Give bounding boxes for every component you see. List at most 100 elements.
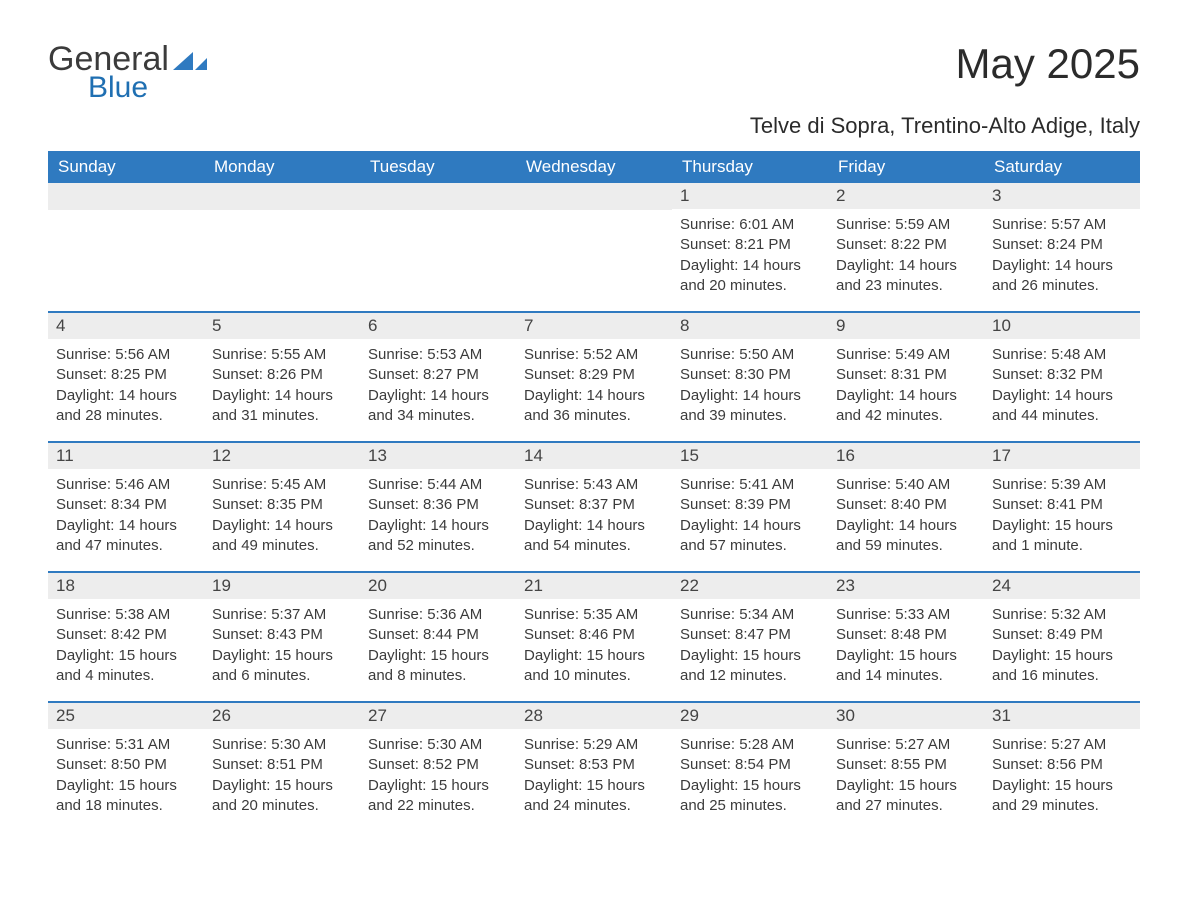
day-header-row: Sunday Monday Tuesday Wednesday Thursday… bbox=[48, 151, 1140, 183]
empty-day bbox=[48, 183, 204, 210]
sunset-text: Sunset: 8:55 PM bbox=[836, 755, 976, 775]
calendar-cell: 25Sunrise: 5:31 AMSunset: 8:50 PMDayligh… bbox=[48, 703, 204, 831]
calendar-cell: 2Sunrise: 5:59 AMSunset: 8:22 PMDaylight… bbox=[828, 183, 984, 311]
day-number: 19 bbox=[204, 573, 360, 599]
sunset-text: Sunset: 8:43 PM bbox=[212, 625, 352, 645]
calendar-cell: 4Sunrise: 5:56 AMSunset: 8:25 PMDaylight… bbox=[48, 313, 204, 441]
daylight-text: Daylight: 14 hours and 28 minutes. bbox=[56, 386, 196, 427]
day-data: Sunrise: 5:37 AMSunset: 8:43 PMDaylight:… bbox=[204, 599, 360, 694]
day-header-sunday: Sunday bbox=[48, 151, 204, 183]
daylight-text: Daylight: 15 hours and 22 minutes. bbox=[368, 776, 508, 817]
day-data: Sunrise: 5:28 AMSunset: 8:54 PMDaylight:… bbox=[672, 729, 828, 824]
day-number: 27 bbox=[360, 703, 516, 729]
day-number: 5 bbox=[204, 313, 360, 339]
sunrise-text: Sunrise: 5:44 AM bbox=[368, 475, 508, 495]
day-number: 8 bbox=[672, 313, 828, 339]
day-header-thursday: Thursday bbox=[672, 151, 828, 183]
daylight-text: Daylight: 14 hours and 59 minutes. bbox=[836, 516, 976, 557]
daylight-text: Daylight: 14 hours and 52 minutes. bbox=[368, 516, 508, 557]
empty-day bbox=[516, 183, 672, 210]
sunrise-text: Sunrise: 5:31 AM bbox=[56, 735, 196, 755]
calendar-week: 1Sunrise: 6:01 AMSunset: 8:21 PMDaylight… bbox=[48, 183, 1140, 311]
calendar-cell bbox=[48, 183, 204, 311]
calendar-cell: 18Sunrise: 5:38 AMSunset: 8:42 PMDayligh… bbox=[48, 573, 204, 701]
sunset-text: Sunset: 8:29 PM bbox=[524, 365, 664, 385]
day-data: Sunrise: 5:36 AMSunset: 8:44 PMDaylight:… bbox=[360, 599, 516, 694]
daylight-text: Daylight: 15 hours and 24 minutes. bbox=[524, 776, 664, 817]
daylight-text: Daylight: 15 hours and 10 minutes. bbox=[524, 646, 664, 687]
daylight-text: Daylight: 14 hours and 20 minutes. bbox=[680, 256, 820, 297]
day-data: Sunrise: 5:30 AMSunset: 8:51 PMDaylight:… bbox=[204, 729, 360, 824]
calendar-cell: 23Sunrise: 5:33 AMSunset: 8:48 PMDayligh… bbox=[828, 573, 984, 701]
logo-text-blue: Blue bbox=[88, 71, 207, 105]
calendar-cell: 19Sunrise: 5:37 AMSunset: 8:43 PMDayligh… bbox=[204, 573, 360, 701]
day-data: Sunrise: 6:01 AMSunset: 8:21 PMDaylight:… bbox=[672, 209, 828, 304]
sunset-text: Sunset: 8:41 PM bbox=[992, 495, 1132, 515]
sunrise-text: Sunrise: 5:39 AM bbox=[992, 475, 1132, 495]
empty-day bbox=[360, 183, 516, 210]
sunset-text: Sunset: 8:47 PM bbox=[680, 625, 820, 645]
calendar-cell: 28Sunrise: 5:29 AMSunset: 8:53 PMDayligh… bbox=[516, 703, 672, 831]
sunset-text: Sunset: 8:51 PM bbox=[212, 755, 352, 775]
sunrise-text: Sunrise: 5:41 AM bbox=[680, 475, 820, 495]
day-data: Sunrise: 5:50 AMSunset: 8:30 PMDaylight:… bbox=[672, 339, 828, 434]
daylight-text: Daylight: 14 hours and 44 minutes. bbox=[992, 386, 1132, 427]
day-data: Sunrise: 5:43 AMSunset: 8:37 PMDaylight:… bbox=[516, 469, 672, 564]
calendar-cell: 17Sunrise: 5:39 AMSunset: 8:41 PMDayligh… bbox=[984, 443, 1140, 571]
day-header-monday: Monday bbox=[204, 151, 360, 183]
day-data: Sunrise: 5:29 AMSunset: 8:53 PMDaylight:… bbox=[516, 729, 672, 824]
day-number: 9 bbox=[828, 313, 984, 339]
day-number: 28 bbox=[516, 703, 672, 729]
day-number: 23 bbox=[828, 573, 984, 599]
calendar-cell: 10Sunrise: 5:48 AMSunset: 8:32 PMDayligh… bbox=[984, 313, 1140, 441]
sunrise-text: Sunrise: 5:40 AM bbox=[836, 475, 976, 495]
sunrise-text: Sunrise: 5:35 AM bbox=[524, 605, 664, 625]
day-data: Sunrise: 5:55 AMSunset: 8:26 PMDaylight:… bbox=[204, 339, 360, 434]
sunrise-text: Sunrise: 5:53 AM bbox=[368, 345, 508, 365]
sunset-text: Sunset: 8:49 PM bbox=[992, 625, 1132, 645]
calendar-week: 11Sunrise: 5:46 AMSunset: 8:34 PMDayligh… bbox=[48, 441, 1140, 571]
sunrise-text: Sunrise: 5:49 AM bbox=[836, 345, 976, 365]
empty-day bbox=[204, 183, 360, 210]
sunrise-text: Sunrise: 5:37 AM bbox=[212, 605, 352, 625]
day-data: Sunrise: 5:45 AMSunset: 8:35 PMDaylight:… bbox=[204, 469, 360, 564]
calendar-cell: 22Sunrise: 5:34 AMSunset: 8:47 PMDayligh… bbox=[672, 573, 828, 701]
day-data: Sunrise: 5:27 AMSunset: 8:56 PMDaylight:… bbox=[984, 729, 1140, 824]
title-block: May 2025 bbox=[956, 40, 1140, 88]
sunrise-text: Sunrise: 5:38 AM bbox=[56, 605, 196, 625]
day-number: 30 bbox=[828, 703, 984, 729]
day-number: 3 bbox=[984, 183, 1140, 209]
calendar-cell: 5Sunrise: 5:55 AMSunset: 8:26 PMDaylight… bbox=[204, 313, 360, 441]
daylight-text: Daylight: 14 hours and 57 minutes. bbox=[680, 516, 820, 557]
page-header: General Blue May 2025 bbox=[48, 40, 1140, 105]
daylight-text: Daylight: 14 hours and 26 minutes. bbox=[992, 256, 1132, 297]
sunrise-text: Sunrise: 5:55 AM bbox=[212, 345, 352, 365]
calendar-cell: 7Sunrise: 5:52 AMSunset: 8:29 PMDaylight… bbox=[516, 313, 672, 441]
day-number: 25 bbox=[48, 703, 204, 729]
sunrise-text: Sunrise: 5:57 AM bbox=[992, 215, 1132, 235]
sunrise-text: Sunrise: 5:48 AM bbox=[992, 345, 1132, 365]
day-data: Sunrise: 5:56 AMSunset: 8:25 PMDaylight:… bbox=[48, 339, 204, 434]
day-number: 18 bbox=[48, 573, 204, 599]
sunrise-text: Sunrise: 5:56 AM bbox=[56, 345, 196, 365]
daylight-text: Daylight: 14 hours and 23 minutes. bbox=[836, 256, 976, 297]
calendar-cell bbox=[516, 183, 672, 311]
sunrise-text: Sunrise: 5:28 AM bbox=[680, 735, 820, 755]
location-subtitle: Telve di Sopra, Trentino-Alto Adige, Ita… bbox=[48, 113, 1140, 139]
daylight-text: Daylight: 15 hours and 27 minutes. bbox=[836, 776, 976, 817]
sunset-text: Sunset: 8:27 PM bbox=[368, 365, 508, 385]
sunrise-text: Sunrise: 5:36 AM bbox=[368, 605, 508, 625]
day-data: Sunrise: 5:30 AMSunset: 8:52 PMDaylight:… bbox=[360, 729, 516, 824]
day-number: 15 bbox=[672, 443, 828, 469]
sunrise-text: Sunrise: 5:43 AM bbox=[524, 475, 664, 495]
calendar-cell: 13Sunrise: 5:44 AMSunset: 8:36 PMDayligh… bbox=[360, 443, 516, 571]
day-data: Sunrise: 5:46 AMSunset: 8:34 PMDaylight:… bbox=[48, 469, 204, 564]
day-number: 1 bbox=[672, 183, 828, 209]
sunset-text: Sunset: 8:39 PM bbox=[680, 495, 820, 515]
day-number: 29 bbox=[672, 703, 828, 729]
calendar-cell: 9Sunrise: 5:49 AMSunset: 8:31 PMDaylight… bbox=[828, 313, 984, 441]
daylight-text: Daylight: 14 hours and 31 minutes. bbox=[212, 386, 352, 427]
sunset-text: Sunset: 8:44 PM bbox=[368, 625, 508, 645]
sunset-text: Sunset: 8:34 PM bbox=[56, 495, 196, 515]
sunrise-text: Sunrise: 5:33 AM bbox=[836, 605, 976, 625]
